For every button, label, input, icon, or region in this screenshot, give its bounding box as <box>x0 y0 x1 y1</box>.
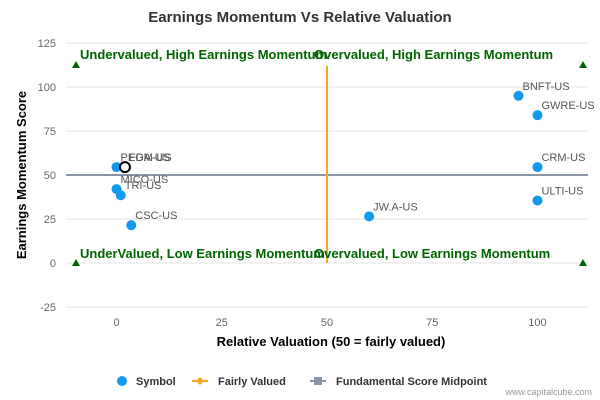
data-point[interactable] <box>513 90 524 101</box>
chart-title: Earnings Momentum Vs Relative Valuation <box>148 9 451 26</box>
quadrant-marker-icon <box>579 259 587 266</box>
x-axis-ticks: 0 25 50 75 100 <box>113 317 546 329</box>
x-tick-label: 75 <box>426 317 438 329</box>
data-points: BNFT-US GWRE-US CRM-US ULTI-US JW.A-US PEGA-U… <box>111 81 595 231</box>
quadrant-label-top-left: Undervalued, High Earnings Momentum <box>80 47 327 62</box>
y-tick-label: 0 <box>50 258 56 270</box>
quadrant-labels: Undervalued, High Earnings MomentumOverv… <box>72 47 587 266</box>
legend-square-icon <box>314 377 322 385</box>
data-point-label: GWRE-US <box>541 100 594 112</box>
data-point[interactable] <box>364 211 375 222</box>
legend-symbol-icon <box>117 376 127 386</box>
x-tick-label: 0 <box>113 317 119 329</box>
quadrant-label-bottom-right: Overvalued, Low Earnings Momentum <box>314 246 550 261</box>
data-point[interactable] <box>532 110 543 121</box>
y-tick-label: 100 <box>38 82 56 94</box>
y-axis-title: Earnings Momentum Score <box>14 91 29 259</box>
credit-text: www.capitalcube.com <box>504 387 592 397</box>
highlight-point-label: FDM-US <box>129 152 172 164</box>
legend-label: Fundamental Score Midpoint <box>336 376 487 388</box>
x-tick-label: 50 <box>321 317 333 329</box>
data-point-label: PEGA-US <box>121 152 171 164</box>
y-tick-label: 125 <box>38 38 56 50</box>
data-point-label: TRI-US <box>125 180 162 192</box>
data-point-label: BNFT-US <box>523 81 570 93</box>
data-point-label: CRM-US <box>541 152 585 164</box>
quadrant-label-top-right: Overvalued, High Earnings Momentum <box>314 47 553 62</box>
y-tick-label: 25 <box>44 214 56 226</box>
quadrant-marker-icon <box>72 259 80 266</box>
x-axis-title: Relative Valuation (50 = fairly valued) <box>217 334 446 349</box>
x-tick-label: 25 <box>216 317 228 329</box>
y-tick-label: 50 <box>44 170 56 182</box>
data-point-label: JW.A-US <box>373 201 418 213</box>
data-point[interactable] <box>115 190 126 201</box>
y-axis-ticks: -25 0 25 50 75 100 125 <box>38 38 56 314</box>
data-point[interactable] <box>126 220 137 231</box>
data-point-label: ULTI-US <box>541 186 583 198</box>
quadrant-marker-icon <box>579 61 587 68</box>
legend: Symbol Fairly Valued Fundamental Score Mid… <box>117 376 487 388</box>
y-tick-label: -25 <box>40 302 56 314</box>
legend-label: Symbol <box>136 376 176 388</box>
legend-diamond-icon <box>196 377 204 385</box>
quadrant-label-bottom-left: UnderValued, Low Earnings Momentum <box>80 246 325 261</box>
y-tick-label: 75 <box>44 126 56 138</box>
quadrant-marker-icon <box>72 61 80 68</box>
x-tick-label: 100 <box>528 317 546 329</box>
data-point[interactable] <box>532 162 543 173</box>
highlight-point[interactable] <box>118 161 131 174</box>
legend-label: Fairly Valued <box>218 376 286 388</box>
data-point[interactable] <box>111 162 122 173</box>
reference-lines <box>66 65 588 263</box>
data-point[interactable] <box>532 195 543 206</box>
data-point-label: MICO-US <box>121 174 169 186</box>
data-point-label: CSC-US <box>135 210 177 222</box>
